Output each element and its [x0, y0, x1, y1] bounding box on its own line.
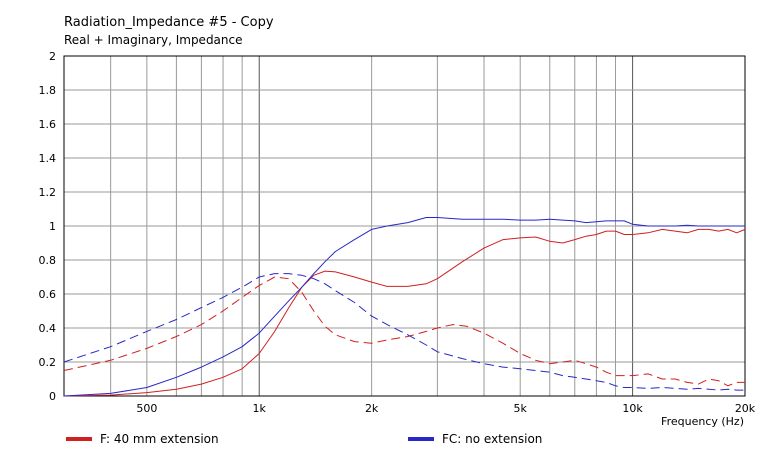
series-0-real-line	[63, 228, 746, 397]
y-tick-label: 1.2	[39, 186, 57, 199]
x-tick-label: 5k	[514, 402, 528, 415]
y-axis-ticks: 0 0.2 0.4 0.6 0.8 1 1.2 1.4 1.6 1.8 2	[39, 50, 57, 403]
y-tick-label: 0.2	[39, 356, 57, 369]
chart-title: Radiation_Impedance #5 - Copy	[64, 15, 274, 30]
y-tick-label: 2	[49, 50, 56, 63]
legend-swatch	[66, 437, 92, 441]
y-tick-label: 0	[49, 390, 56, 403]
x-tick-label: 1k	[253, 402, 267, 415]
legend-label: F: 40 mm extension	[100, 432, 219, 446]
x-axis-ticks: 500 1k 2k 5k 10k 20k	[136, 402, 755, 415]
x-tick-label: 10k	[622, 402, 643, 415]
series-1-real-line	[63, 217, 745, 397]
legend-swatch	[408, 437, 434, 441]
chart-subtitle: Real + Imaginary, Impedance	[64, 33, 243, 47]
legend-label: FC: no extension	[442, 432, 542, 446]
x-tick-label: 20k	[735, 402, 756, 415]
series-0-imaginary-line	[63, 276, 745, 387]
y-tick-label: 1.4	[39, 152, 57, 165]
series-layer	[63, 217, 746, 397]
x-tick-label: 2k	[365, 402, 379, 415]
y-tick-label: 0.6	[39, 288, 57, 301]
y-tick-label: 0.4	[39, 322, 57, 335]
y-tick-label: 1	[49, 220, 56, 233]
grid	[64, 56, 745, 396]
y-tick-label: 1.8	[39, 84, 57, 97]
y-tick-label: 1.6	[39, 118, 57, 131]
legend: F: 40 mm extension FC: no extension	[66, 432, 542, 446]
y-tick-label: 0.8	[39, 254, 57, 267]
x-tick-label: 500	[136, 402, 157, 415]
x-axis-label: Frequency (Hz)	[661, 415, 744, 428]
series-1-imaginary-line	[63, 273, 745, 391]
